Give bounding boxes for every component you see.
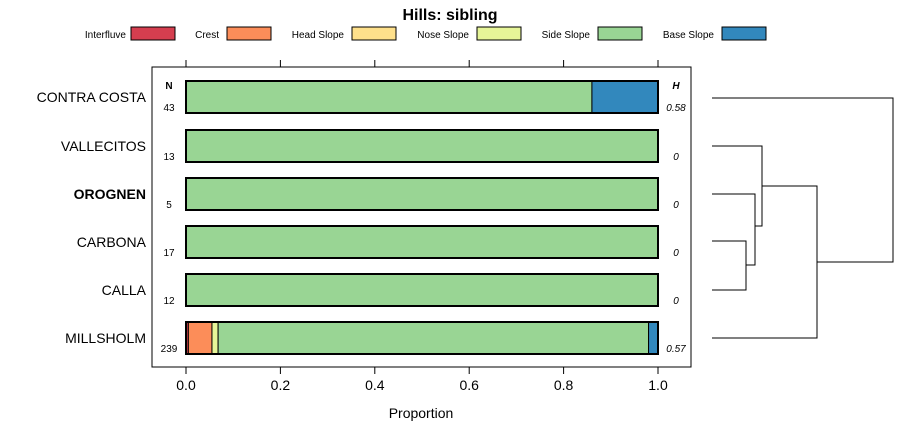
h-value-millsholm: 0.57 xyxy=(666,344,686,355)
row-label-carbona: CARBONA xyxy=(77,234,147,250)
row-orognen: OROGNEN 5 0 xyxy=(74,177,679,211)
dendrogram-branch-0 xyxy=(712,97,894,263)
bar-segment-millsholm-nose-slope xyxy=(211,321,219,355)
h-value-calla: 0 xyxy=(673,296,679,307)
row-millsholm: MILLSHOLM 239 0.57 xyxy=(65,321,686,355)
h-value-vallecitos: 0 xyxy=(673,152,679,163)
bar-outline-carbona xyxy=(185,225,659,259)
n-value-vallecitos: 13 xyxy=(163,152,175,163)
x-tick-label-0: 0.0 xyxy=(176,377,196,393)
h-value-orognen: 0 xyxy=(673,200,679,211)
legend-swatch-nose-slope xyxy=(476,26,522,41)
bar-segment-vallecitos-side-slope xyxy=(185,129,659,163)
h-value-carbona: 0 xyxy=(673,248,679,259)
bar-outline-orognen xyxy=(185,177,659,211)
bar-segment-carbona-side-slope xyxy=(185,225,659,259)
n-value-millsholm: 239 xyxy=(161,344,178,355)
row-calla: CALLA 12 0 xyxy=(102,273,679,307)
h-value-contra-costa: 0.58 xyxy=(666,103,686,114)
dendrogram xyxy=(712,97,894,339)
legend-label-base-slope: Base Slope xyxy=(663,30,715,41)
legend-swatch-base-slope xyxy=(721,26,767,41)
dendrogram-branch-2 xyxy=(712,193,756,266)
h-header: H xyxy=(672,81,680,92)
row-vallecitos: VALLECITOS 13 0 xyxy=(61,129,679,163)
n-header: N xyxy=(165,81,172,92)
row-label-calla: CALLA xyxy=(102,282,147,298)
x-tick-label-1: 0.2 xyxy=(271,377,291,393)
x-tick-label-3: 0.6 xyxy=(459,377,479,393)
x-axis: 0.0 0.2 0.4 0.6 0.8 1.0 xyxy=(176,60,668,393)
chart-title: Hills: sibling xyxy=(402,7,497,24)
bar-outline-calla xyxy=(185,273,659,307)
dendrogram-branch-6 xyxy=(712,185,818,339)
n-value-carbona: 17 xyxy=(163,248,175,259)
x-axis-title: Proportion xyxy=(389,405,454,421)
legend-label-head-slope: Head Slope xyxy=(292,30,345,41)
bar-outline-contra-costa xyxy=(185,80,659,114)
row-carbona: CARBONA 17 0 xyxy=(77,225,679,259)
x-tick-label-4: 0.8 xyxy=(554,377,574,393)
bar-segment-millsholm-side-slope xyxy=(217,321,650,355)
row-contra-costa: CONTRA COSTA 43 0.58 xyxy=(37,80,686,114)
bar-segment-calla-side-slope xyxy=(185,273,659,307)
legend-label-side-slope: Side Slope xyxy=(542,30,591,41)
n-value-orognen: 5 xyxy=(166,200,172,211)
legend-swatch-interfluve xyxy=(130,26,176,41)
legend-label-interfluve: Interfluve xyxy=(85,30,127,41)
legend-label-nose-slope: Nose Slope xyxy=(417,30,469,41)
row-label-vallecitos: VALLECITOS xyxy=(61,138,146,154)
bar-outline-millsholm xyxy=(185,321,659,355)
plot-panel xyxy=(151,66,692,368)
bar-rows: CONTRA COSTA 43 0.58 VALLECITOS 13 0 OROGNEN 5 0… xyxy=(37,80,686,355)
bar-segment-millsholm-crest xyxy=(187,321,213,355)
bar-segment-millsholm-base-slope xyxy=(648,321,659,355)
legend-swatch-head-slope xyxy=(351,26,397,41)
n-value-calla: 12 xyxy=(163,296,175,307)
legend-swatch-side-slope xyxy=(597,26,643,41)
dendrogram-branch-3 xyxy=(712,240,747,291)
bar-segment-contra-costa-base-slope xyxy=(591,80,659,114)
row-label-orognen: OROGNEN xyxy=(74,186,146,202)
n-value-contra-costa: 43 xyxy=(163,103,175,114)
x-tick-label-5: 1.0 xyxy=(648,377,668,393)
x-tick-label-2: 0.4 xyxy=(365,377,385,393)
bar-segment-contra-costa-side-slope xyxy=(185,80,593,114)
row-label-contra-costa: CONTRA COSTA xyxy=(37,89,147,105)
row-label-millsholm: MILLSHOLM xyxy=(65,330,146,346)
legend-label-crest: Crest xyxy=(195,30,219,41)
legend-swatch-crest xyxy=(226,26,272,41)
legend: Interfluve Crest Head Slope Nose Slope Side … xyxy=(85,26,767,41)
bar-segment-orognen-side-slope xyxy=(185,177,659,211)
bar-outline-vallecitos xyxy=(185,129,659,163)
